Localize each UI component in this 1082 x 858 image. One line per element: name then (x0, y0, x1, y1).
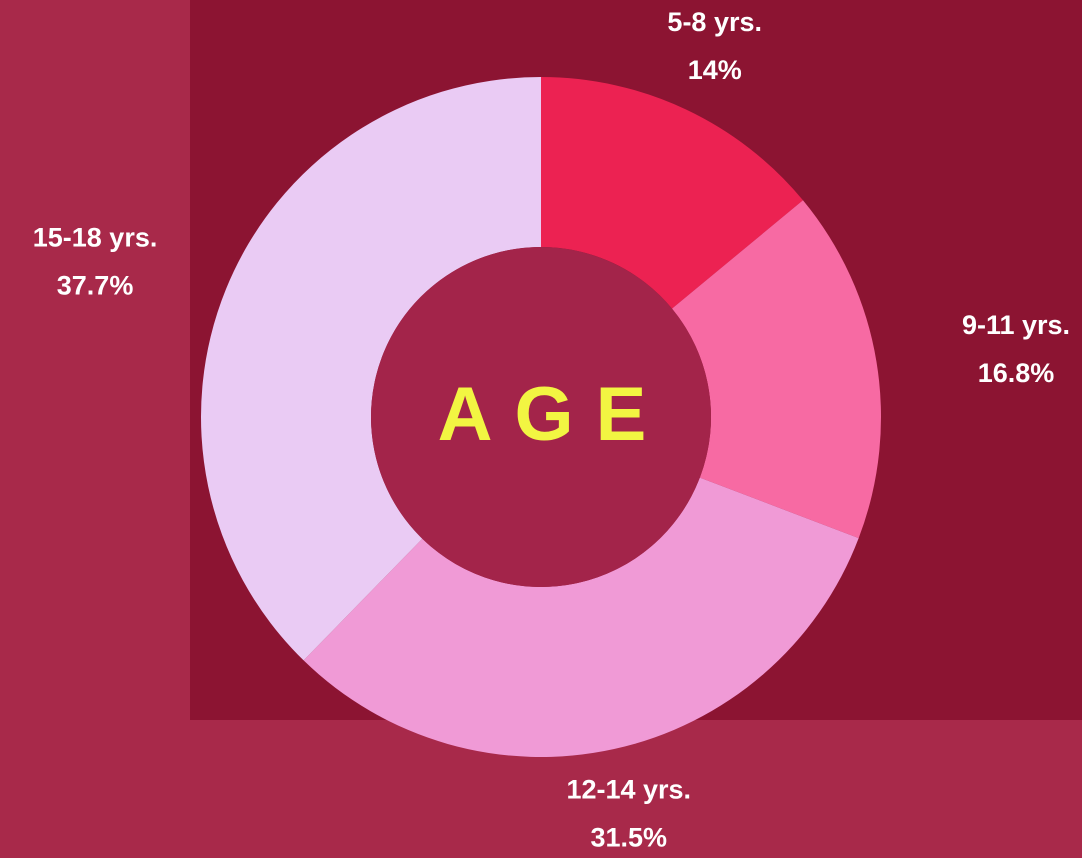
page: AGE 5-8 yrs. 14% 9-11 yrs. 16.8% 12-14 yrs. 3… (0, 0, 1082, 858)
value-label: 37.7% (57, 270, 134, 300)
category-label: 5-8 yrs. (667, 7, 762, 37)
value-label: 14% (688, 55, 742, 85)
chart: AGE 5-8 yrs. 14% 9-11 yrs. 16.8% 12-14 yrs. 3… (0, 0, 1082, 858)
category-label: 12-14 yrs. (566, 775, 691, 805)
value-label: 31.5% (590, 823, 667, 853)
category-label: 15-18 yrs. (33, 222, 158, 252)
center-label: AGE (438, 372, 669, 457)
category-label: 9-11 yrs. (962, 310, 1070, 340)
value-label: 16.8% (978, 358, 1055, 388)
